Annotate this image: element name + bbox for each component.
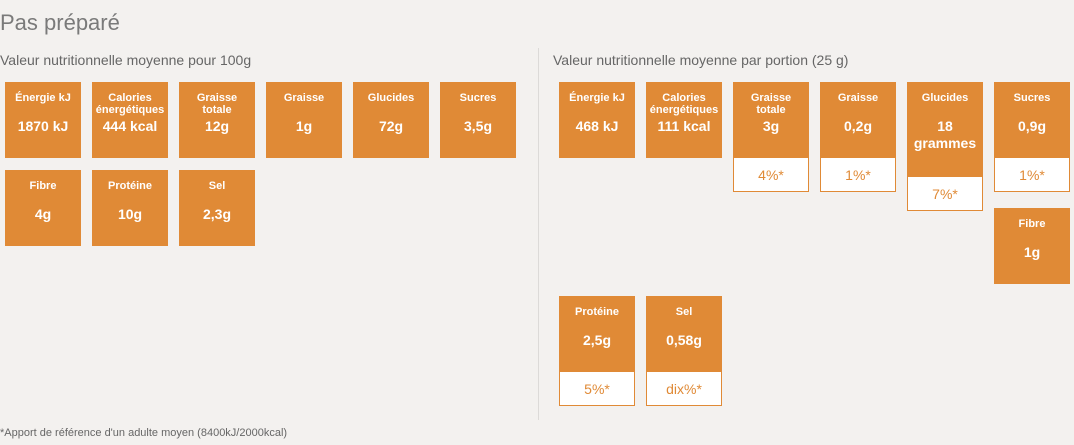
per100-energy-kj-tile: Énergie kJ 1870 kJ — [5, 82, 81, 158]
tile-value: 0,2g — [843, 118, 872, 134]
per100-calories-tile: Calories énergétiques 444 kcal — [92, 82, 168, 158]
tile-name: Protéine — [574, 306, 619, 318]
per100-fibre-tile: Fibre 4g — [5, 170, 81, 246]
per100-fat-tile: Graisse 1g — [266, 82, 342, 158]
tile-name: Graisse totale — [196, 92, 238, 116]
tile-percent: 5%* — [559, 372, 635, 406]
tile-percent: 1%* — [820, 158, 896, 192]
tile-name: Fibre — [1018, 218, 1046, 230]
per100-protein-tile: Protéine 10g — [92, 170, 168, 246]
tile-name: Graisse — [837, 92, 879, 104]
tile-percent: 4%* — [733, 158, 809, 192]
tile-name: Énergie kJ — [569, 92, 625, 104]
tile-name: Glucides — [921, 92, 969, 104]
tile-value: 1870 kJ — [17, 118, 69, 134]
portion-total-fat-tile: Graisse totale 3g 4%* — [733, 82, 809, 192]
tile-value: 468 kJ — [575, 118, 619, 134]
portion-fat-tile: Graisse 0,2g 1%* — [820, 82, 896, 192]
tile-value: 0,9g — [1017, 118, 1046, 134]
tile-name: Calories énergétiques — [649, 92, 719, 116]
tile-value: 2,3g — [202, 206, 231, 222]
tile-name: Protéine — [107, 180, 152, 192]
tile-name: Sucres — [459, 92, 497, 104]
tile-name: Graisse totale — [750, 92, 792, 116]
tile-value: 1g — [1023, 244, 1041, 260]
tile-value: 111 kcal — [657, 118, 711, 134]
tile-name: Sel — [675, 306, 693, 318]
per-100g-label: Valeur nutritionnelle moyenne pour 100g — [0, 52, 252, 68]
tile-name: Sel — [208, 180, 226, 192]
tile-name: Calories énergétiques — [95, 92, 165, 116]
tile-name: Glucides — [367, 92, 415, 104]
portion-carbs-tile: Glucides 18 grammes 7%* — [907, 82, 983, 211]
portion-sugars-tile: Sucres 0,9g 1%* — [994, 82, 1070, 192]
tile-value: 12g — [204, 118, 230, 134]
tile-name: Énergie kJ — [15, 92, 71, 104]
per100-carbs-tile: Glucides 72g — [353, 82, 429, 158]
tile-percent: dix%* — [646, 372, 722, 406]
per-portion-label: Valeur nutritionnelle moyenne par portio… — [553, 52, 849, 68]
tile-percent: 7%* — [907, 177, 983, 211]
section-divider — [538, 48, 539, 420]
tile-value: 3,5g — [463, 118, 492, 134]
page-title: Pas préparé — [0, 10, 120, 35]
tile-name: Sucres — [1013, 92, 1051, 104]
portion-energy-kj-tile: Énergie kJ 468 kJ — [559, 82, 635, 158]
tile-value: 4g — [34, 206, 52, 222]
tile-percent: 1%* — [994, 158, 1070, 192]
tile-value: 1g — [295, 118, 313, 134]
portion-fibre-tile: Fibre 1g — [994, 208, 1070, 284]
per100-salt-tile: Sel 2,3g — [179, 170, 255, 246]
tile-value: 72g — [378, 118, 404, 134]
per100-total-fat-tile: Graisse totale 12g — [179, 82, 255, 158]
tile-value: 0,58g — [666, 332, 702, 348]
tile-name: Fibre — [29, 180, 57, 192]
portion-calories-tile: Calories énergétiques 111 kcal — [646, 82, 722, 158]
tile-value: 444 kcal — [102, 118, 158, 134]
reference-footnote: *Apport de référence d'un adulte moyen (… — [0, 427, 288, 439]
tile-value: 2,5g — [582, 332, 611, 348]
portion-protein-tile: Protéine 2,5g 5%* — [559, 296, 635, 406]
tile-value: 10g — [117, 206, 143, 222]
portion-salt-tile: Sel 0,58g dix%* — [646, 296, 722, 406]
per100-sugars-tile: Sucres 3,5g — [440, 82, 516, 158]
tile-value: 3g — [762, 118, 780, 134]
tile-name: Graisse — [283, 92, 325, 104]
tile-value: 18 grammes — [913, 118, 977, 151]
